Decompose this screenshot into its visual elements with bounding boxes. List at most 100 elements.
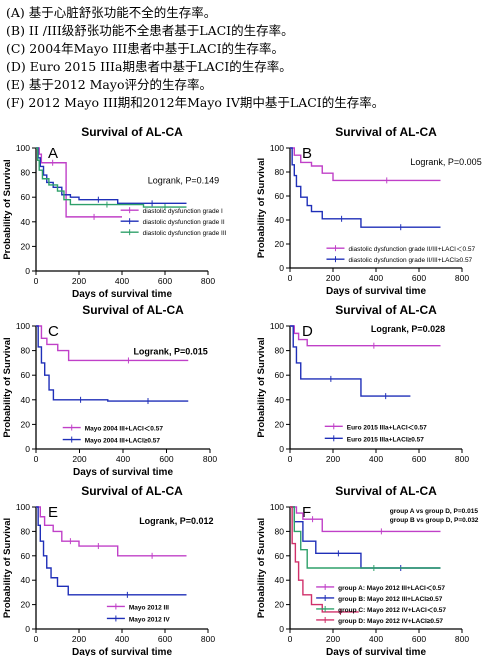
x-tick-label: 600 [412, 454, 426, 464]
y-axis-label: Probability of Survival [256, 518, 267, 618]
survival-curve-1 [36, 147, 122, 218]
panel-label: B [302, 145, 312, 162]
y-tick-label: 20 [21, 600, 31, 610]
y-axis-label: Probability of Survival [2, 337, 13, 437]
chart-title: Survival of AL-CA [335, 484, 437, 498]
y-tick-label: 100 [270, 143, 284, 153]
y-tick-label: 100 [270, 502, 284, 512]
x-tick-label: 400 [115, 634, 129, 644]
panel-label: C [48, 323, 59, 340]
y-tick-label: 40 [275, 575, 285, 585]
legend-entry: group C: Mayo 2012 IV+LACI＜0.57 [338, 606, 446, 614]
survival-curve-2 [36, 506, 187, 596]
x-tick-label: 800 [201, 634, 215, 644]
x-tick-label: 200 [326, 634, 340, 644]
y-tick-label: 100 [16, 321, 30, 331]
y-tick-label: 60 [21, 551, 31, 561]
y-tick-label: 20 [21, 241, 31, 251]
x-tick-label: 400 [369, 634, 383, 644]
panel-label: A [48, 145, 58, 162]
x-tick-label: 600 [412, 273, 426, 283]
legend-entry: Mayo 2012 III [129, 604, 169, 611]
x-tick-label: 800 [455, 634, 469, 644]
survival-curve-1 [36, 325, 189, 362]
survival-curve-2 [290, 325, 411, 397]
y-tick-label: 40 [275, 395, 285, 405]
x-tick-label: 0 [288, 454, 293, 464]
y-tick-label: 60 [275, 191, 285, 201]
x-axis-label: Days of survival time [326, 286, 426, 297]
y-tick-label: 60 [275, 370, 285, 380]
logrank-annotation: group B vs group D, P=0.032 [390, 517, 479, 524]
chart-title: Survival of AL-CA [82, 303, 184, 317]
logrank-annotation: group A vs group D, P=0.015 [390, 508, 479, 515]
y-axis-label: Probability of Survival [256, 158, 267, 258]
y-tick-label: 100 [16, 143, 30, 153]
y-tick-label: 20 [275, 419, 285, 429]
y-axis-label: Probability of Survival [2, 159, 13, 259]
panel-label: E [48, 504, 58, 521]
y-tick-label: 0 [25, 266, 30, 276]
x-tick-label: 600 [158, 276, 172, 286]
caption-b: (B) II /III级舒张功能不全患者基于LACI的生存率。 [6, 23, 294, 38]
x-tick-label: 800 [203, 454, 217, 464]
survival-curve-2 [36, 325, 189, 402]
figure-captions: (A) 基于心脏舒张功能不全的生存率。 (B) II /III级舒张功能不全患者… [6, 4, 496, 112]
x-tick-label: 0 [34, 454, 39, 464]
chart-title: Survival of AL-CA [81, 125, 183, 139]
chart-title: Survival of AL-CA [81, 484, 183, 498]
legend-entry: diastolic dysfunction grade II/III+LACI≥… [348, 257, 472, 264]
y-tick-label: 80 [275, 346, 285, 356]
x-tick-label: 200 [326, 273, 340, 283]
caption-a: (A) 基于心脏舒张功能不全的生存率。 [6, 5, 217, 20]
y-tick-label: 0 [25, 624, 30, 634]
x-axis-label: Days of survival time [73, 467, 173, 478]
legend-entry: Euro 2015 IIIa+LACI≥0.57 [347, 436, 424, 443]
survival-curve-3 [290, 506, 441, 569]
y-tick-label: 40 [275, 215, 285, 225]
panel-label: F [302, 504, 311, 521]
logrank-annotation: Logrank, P=0.028 [371, 324, 445, 334]
panel-f: Survival of AL-CA F 0 20 40 60 80 100 0 200 400 600… [256, 484, 479, 656]
legend-entry: Euro 2015 IIIa+LACI＜0.57 [347, 423, 427, 431]
logrank-annotation: Logrank, P=0.012 [139, 516, 213, 526]
y-axis-label: Probability of Survival [2, 518, 13, 618]
legend-entry: group B: Mayo 2012 III+LACI≥0.57 [338, 596, 443, 603]
y-tick-label: 0 [25, 444, 30, 454]
panel-b: Survival of AL-CA B 0 20 40 60 80 100 0 200 400 600… [256, 125, 482, 297]
x-tick-label: 600 [159, 454, 173, 464]
x-tick-label: 600 [158, 634, 172, 644]
x-tick-label: 400 [115, 276, 129, 286]
y-tick-label: 40 [21, 395, 31, 405]
legend-entry: Mayo 2004 III+LACI＜0.57 [85, 425, 164, 433]
y-tick-label: 100 [16, 502, 30, 512]
panel-c: Survival of AL-CA C 0 20 40 60 80 100 0 200 400 600… [2, 303, 217, 478]
y-tick-label: 20 [275, 600, 285, 610]
panel-d: Survival of AL-CA D 0 20 40 60 80 100 0 200 400 600… [256, 303, 469, 464]
survival-curve-2 [290, 147, 441, 228]
legend-entry: diastolic dysfunction grade I [143, 208, 223, 215]
legend-entry: Mayo 2004 III+LACI≥0.57 [85, 438, 161, 445]
legend-entry: group A: Mayo 2012 III+LACI＜0.57 [338, 584, 445, 592]
x-tick-label: 200 [326, 454, 340, 464]
y-tick-label: 80 [275, 167, 285, 177]
y-tick-label: 20 [21, 419, 31, 429]
legend-entry: diastolic dysfunction grade III [143, 230, 227, 237]
x-tick-label: 800 [201, 276, 215, 286]
caption-c: (C) 2004年Mayo III患者中基于LACI的生存率。 [6, 41, 285, 56]
x-tick-label: 0 [34, 634, 39, 644]
y-tick-label: 40 [21, 575, 31, 585]
y-tick-label: 0 [279, 263, 284, 273]
y-tick-label: 80 [275, 526, 285, 536]
logrank-annotation: Logrank, P=0.005 [410, 157, 481, 167]
x-axis-label: Days of survival time [72, 647, 172, 656]
x-tick-label: 200 [72, 276, 86, 286]
y-tick-label: 20 [275, 239, 285, 249]
legend-entry: diastolic dysfunction grade II/III+LACI＜… [348, 246, 475, 253]
survival-curve-3 [36, 147, 187, 208]
legend-entry: group D: Mayo 2012 IV+LACI≥0.57 [338, 618, 443, 625]
x-tick-label: 800 [455, 273, 469, 283]
x-tick-label: 600 [412, 634, 426, 644]
legend-entry: Mayo 2012 IV [129, 616, 170, 623]
